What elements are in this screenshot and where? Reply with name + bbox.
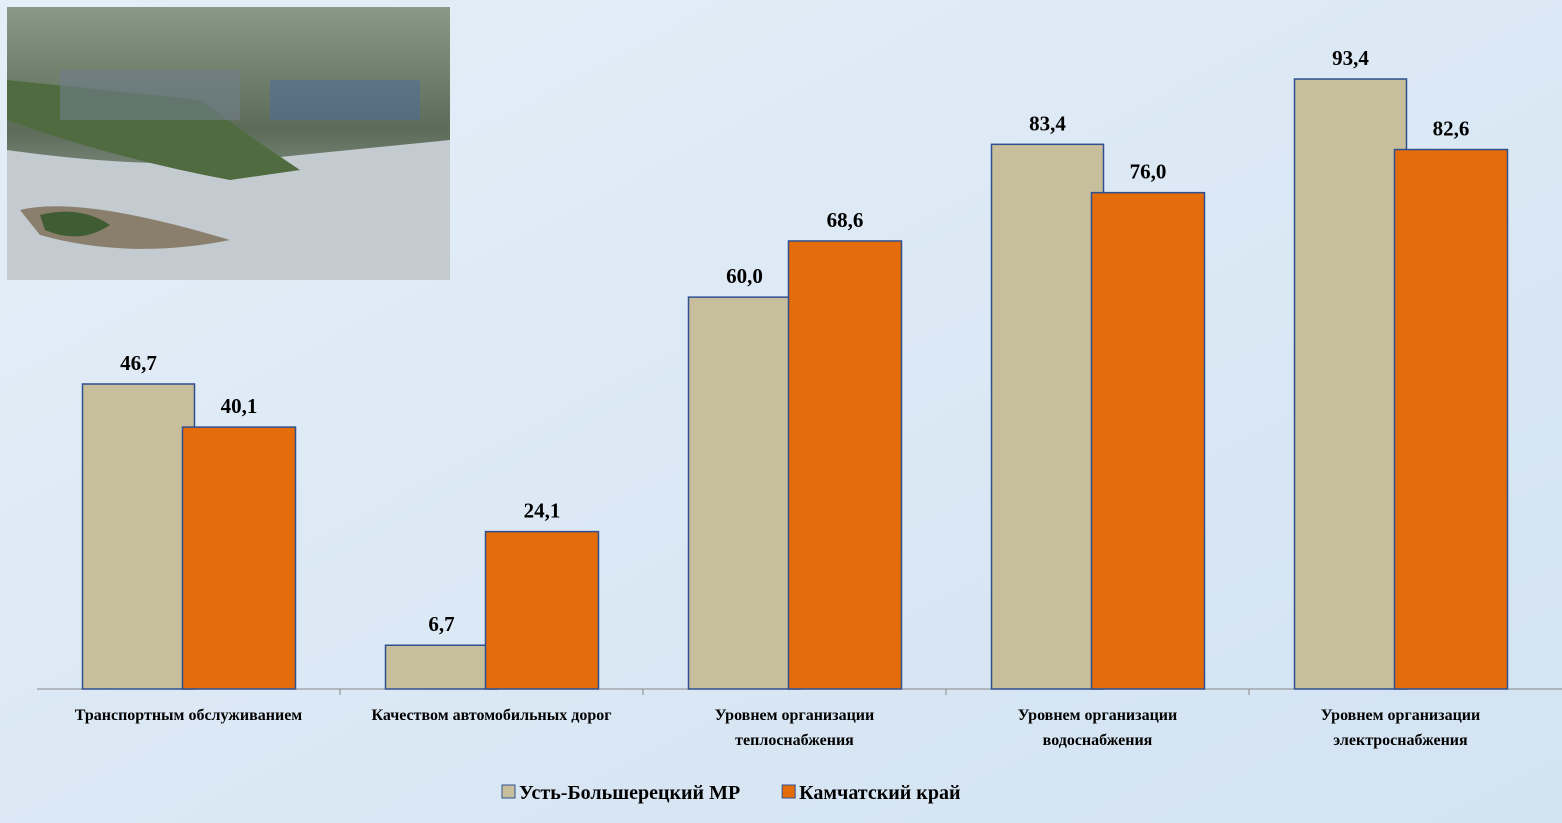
bar: [1393, 148, 1509, 690]
x-tick-label: Транспортным обслуживанием: [74, 707, 303, 724]
x-tick-label: Уровнем организации водоснабжения: [1017, 707, 1178, 749]
bar: [384, 644, 499, 690]
bar: [1090, 191, 1206, 690]
x-tick-label: Уровнем организации теплоснабжения: [714, 707, 875, 749]
bar: [990, 143, 1105, 690]
photo: [7, 7, 450, 280]
data-label: 24,1: [524, 499, 561, 523]
legend-swatch: [781, 784, 796, 799]
x-tick-label: Уровнем организации электроснабжения: [1320, 707, 1481, 749]
data-label: 6,7: [428, 612, 454, 636]
data-label: 60,0: [726, 264, 763, 288]
legend-swatch: [501, 784, 516, 799]
bar: [484, 530, 600, 690]
data-label: 93,4: [1332, 46, 1369, 70]
bar: [181, 426, 297, 690]
data-label: 46,7: [120, 351, 157, 375]
legend-label: Усть-Большерецкий МР: [519, 782, 740, 804]
data-label: 40,1: [221, 394, 258, 418]
x-tick-label: Качеством автомобильных дорог: [371, 707, 612, 724]
bar: [1293, 78, 1408, 690]
data-label: 83,4: [1029, 111, 1066, 135]
bar: [687, 296, 802, 690]
bar: [81, 383, 196, 690]
data-label: 68,6: [827, 208, 864, 232]
data-label: 76,0: [1130, 160, 1167, 184]
legend-label: Камчатский край: [799, 782, 960, 804]
data-label: 82,6: [1433, 117, 1470, 141]
bar: [787, 240, 903, 690]
